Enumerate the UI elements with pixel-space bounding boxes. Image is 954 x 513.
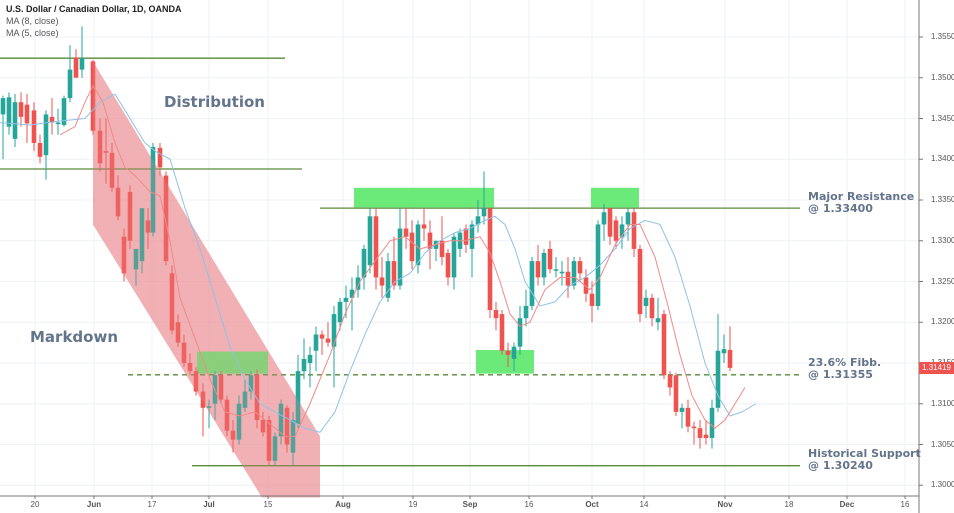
price-tick-label: 1.32500 (931, 276, 954, 286)
time-tick-label: Dec (839, 500, 855, 509)
time-tick-label: Nov (717, 500, 733, 509)
price-tick-label: 1.32000 (931, 317, 954, 327)
time-tick-label: Oct (585, 500, 599, 509)
price-tick-label: 1.35500 (931, 32, 954, 41)
time-tick-label: Jul (203, 500, 215, 509)
price-tick-label: 1.34000 (931, 154, 954, 164)
price-tick-label: 1.30000 (931, 480, 954, 490)
resistance-annotation: Major Resistance @ 1.33400 (808, 191, 914, 215)
time-tick-label: 18 (784, 500, 794, 509)
time-tick-label: 16 (524, 500, 534, 509)
price-tick-label: 1.33000 (931, 235, 954, 245)
time-tick-label: 14 (639, 500, 649, 509)
distribution-label: Distribution (164, 93, 265, 111)
markdown-label: Markdown (30, 328, 119, 346)
price-tick-label: 1.35000 (931, 72, 954, 82)
time-tick-label: 20 (30, 500, 40, 509)
support-annotation: Historical Support @ 1.30240 (808, 448, 921, 472)
fib-value: @ 1.31355 (808, 368, 873, 381)
fib-title: 23.6% Fibb. (808, 356, 882, 369)
markdown-channel (93, 61, 320, 498)
indicator-ma5[interactable]: MA (5, close) (6, 28, 59, 38)
resistance-title: Major Resistance (808, 190, 915, 203)
moving-averages (0, 84, 757, 437)
price-tick-label: 1.30500 (931, 439, 954, 449)
symbol-title[interactable]: U.S. Dollar / Canadian Dollar, 1D, OANDA (6, 4, 182, 14)
time-tick-label: 19 (408, 500, 418, 509)
time-tick-label: 17 (147, 500, 157, 509)
price-tick-label: 1.34500 (931, 113, 954, 123)
time-tick-label: Aug (335, 500, 351, 509)
highlight-zones (197, 187, 639, 374)
fib-annotation: 23.6% Fibb. @ 1.31355 (808, 357, 881, 381)
support-value: @ 1.30240 (808, 459, 873, 472)
time-tick-label: 16 (900, 500, 910, 509)
price-tick-label: 1.33500 (931, 195, 954, 204)
indicator-ma8[interactable]: MA (8, close) (6, 16, 59, 26)
chart-legend: U.S. Dollar / Canadian Dollar, 1D, OANDA… (6, 3, 182, 39)
time-tick-label: Jun (86, 500, 102, 509)
support-title: Historical Support (808, 447, 921, 460)
time-tick-label: Sep (462, 500, 478, 509)
time-tick-label: 15 (263, 500, 273, 509)
price-tick-label: 1.31000 (931, 398, 954, 408)
last-price-tag: 1.31419 (919, 362, 954, 374)
resistance-value: @ 1.33400 (808, 202, 873, 215)
